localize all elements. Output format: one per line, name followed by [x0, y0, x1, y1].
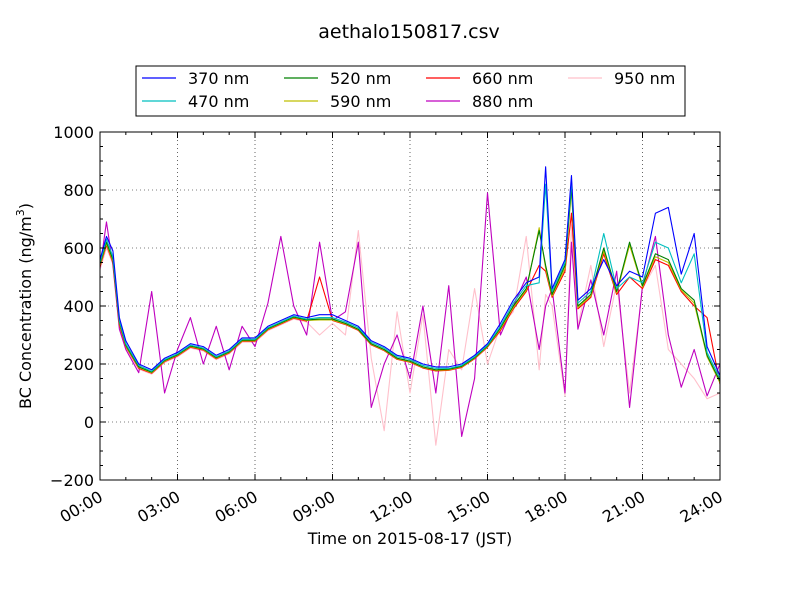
y-tick-label: 400 — [63, 297, 94, 316]
plot-frame — [99, 131, 721, 481]
y-tick-label: 1000 — [53, 123, 94, 142]
legend-label: 660 nm — [472, 69, 533, 88]
x-axis-label: Time on 2015-08-17 (JST) — [307, 529, 512, 548]
series-line-370-nm — [100, 166, 720, 376]
legend-label: 520 nm — [330, 69, 391, 88]
y-axis-label: BC Concentration (ng/m3) — [14, 203, 35, 409]
series-line-950-nm — [100, 224, 720, 446]
series-lines — [100, 166, 720, 446]
legend-label: 370 nm — [188, 69, 249, 88]
grid-lines — [100, 132, 720, 480]
y-tick-label: 800 — [63, 181, 94, 200]
y-tick-labels: −200 0 200 400 600 800 1000 — [50, 123, 94, 490]
series-line-470-nm — [100, 180, 720, 379]
y-tick-label: −200 — [50, 471, 94, 490]
legend-label: 590 nm — [330, 92, 391, 111]
legend-label: 880 nm — [472, 92, 533, 111]
y-axis-label-suffix: ) — [16, 203, 35, 209]
series-line-880-nm — [100, 192, 720, 438]
y-axis-label-main: BC Concentration (ng/m — [16, 216, 35, 409]
y-axis-label-superscript: 3 — [14, 209, 27, 216]
chart-title: aethalo150817.csv — [318, 21, 500, 43]
legend-label: 950 nm — [614, 69, 675, 88]
y-tick-label: 600 — [63, 239, 94, 258]
plot-area — [99, 131, 721, 481]
legend-box — [135, 65, 686, 117]
y-tick-label: 200 — [63, 355, 94, 374]
legend-label: 470 nm — [188, 92, 249, 111]
series-line-520-nm — [100, 186, 720, 382]
legend: 370 nm 470 nm 520 nm 590 nm 660 nm 880 nm 950 … — [135, 65, 686, 117]
y-tick-label: 0 — [84, 413, 94, 432]
